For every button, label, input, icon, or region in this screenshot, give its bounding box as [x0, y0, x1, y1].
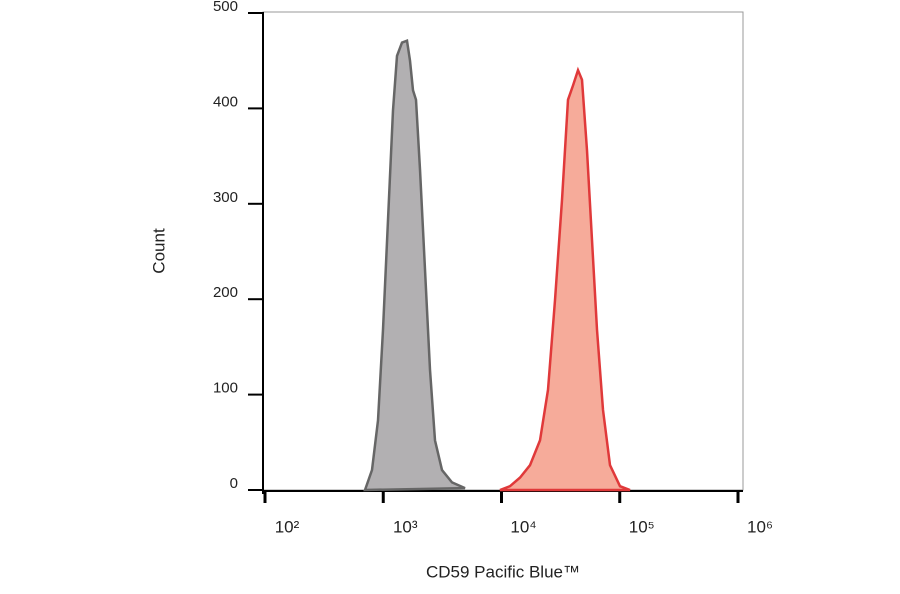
y-tick-label: 100	[213, 380, 238, 397]
x-axis-label: CD59 Pacific Blue™	[426, 562, 580, 581]
y-tick-label: 0	[230, 475, 238, 492]
y-tick-label: 400	[213, 93, 238, 110]
histogram-area	[363, 38, 466, 492]
y-tick-label: 300	[213, 189, 238, 206]
x-tick-label: 10²	[275, 517, 300, 536]
x-tick-label: 10³	[393, 517, 418, 536]
x-tick-label: 10⁶	[747, 517, 773, 536]
plot-frame	[262, 11, 744, 491]
x-tick-label: 10⁴	[510, 517, 536, 536]
y-tick-label: 500	[213, 0, 238, 15]
x-tick-label: 10⁵	[629, 517, 655, 536]
y-axis-label: Count	[149, 228, 168, 274]
histogram-area	[499, 66, 631, 492]
y-tick-label: 200	[213, 284, 238, 301]
